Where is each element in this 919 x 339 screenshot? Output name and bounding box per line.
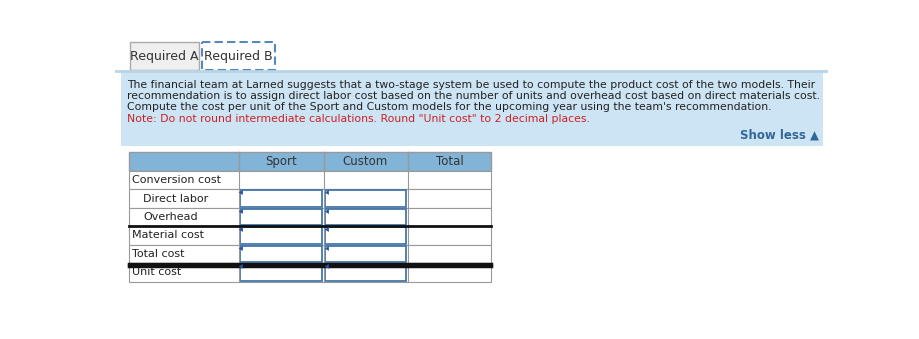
Bar (129, 189, 491, 208)
Text: Material cost: Material cost (132, 231, 204, 240)
Text: Required B: Required B (204, 49, 273, 63)
Text: Custom: Custom (342, 155, 388, 168)
Bar (240, 208, 322, 225)
Bar (129, 208, 491, 226)
Text: Note: Do not round intermediate calculations. Round "Unit cost" to 2 decimal pla: Note: Do not round intermediate calculat… (127, 114, 590, 124)
Bar (240, 227, 322, 244)
Bar (121, 72, 822, 146)
Bar (324, 245, 405, 262)
Bar (129, 208, 491, 226)
Bar (324, 227, 405, 244)
Text: Total cost: Total cost (132, 249, 185, 259)
Bar (129, 171, 491, 189)
Bar (324, 208, 405, 225)
Text: recommendation is to assign direct labor cost based on the number of units and o: recommendation is to assign direct labor… (127, 91, 820, 101)
Bar (129, 152, 491, 171)
Text: Direct labor: Direct labor (142, 194, 208, 203)
Bar (129, 245, 491, 263)
Bar (129, 152, 491, 171)
Text: Show less ▲: Show less ▲ (739, 128, 818, 142)
Text: Compute the cost per unit of the Sport and Custom models for the upcoming year u: Compute the cost per unit of the Sport a… (127, 102, 771, 112)
Bar (129, 226, 491, 245)
Bar (129, 263, 491, 282)
Bar (240, 245, 322, 262)
Bar (324, 190, 405, 207)
Bar (129, 245, 491, 263)
Bar (129, 171, 491, 189)
Bar (240, 190, 322, 207)
Bar (129, 263, 491, 282)
Bar (324, 264, 405, 281)
Text: Required A: Required A (130, 49, 199, 63)
Bar (129, 226, 491, 245)
Text: The financial team at Larned suggests that a two-stage system be used to compute: The financial team at Larned suggests th… (127, 80, 814, 90)
Bar (240, 264, 322, 281)
Text: Unit cost: Unit cost (132, 267, 181, 277)
Text: Conversion cost: Conversion cost (132, 175, 221, 185)
Text: Total: Total (435, 155, 463, 168)
Text: Overhead: Overhead (142, 212, 198, 222)
Bar (201, 42, 275, 70)
Text: Sport: Sport (265, 155, 297, 168)
Bar (129, 189, 491, 208)
Bar (130, 42, 199, 70)
